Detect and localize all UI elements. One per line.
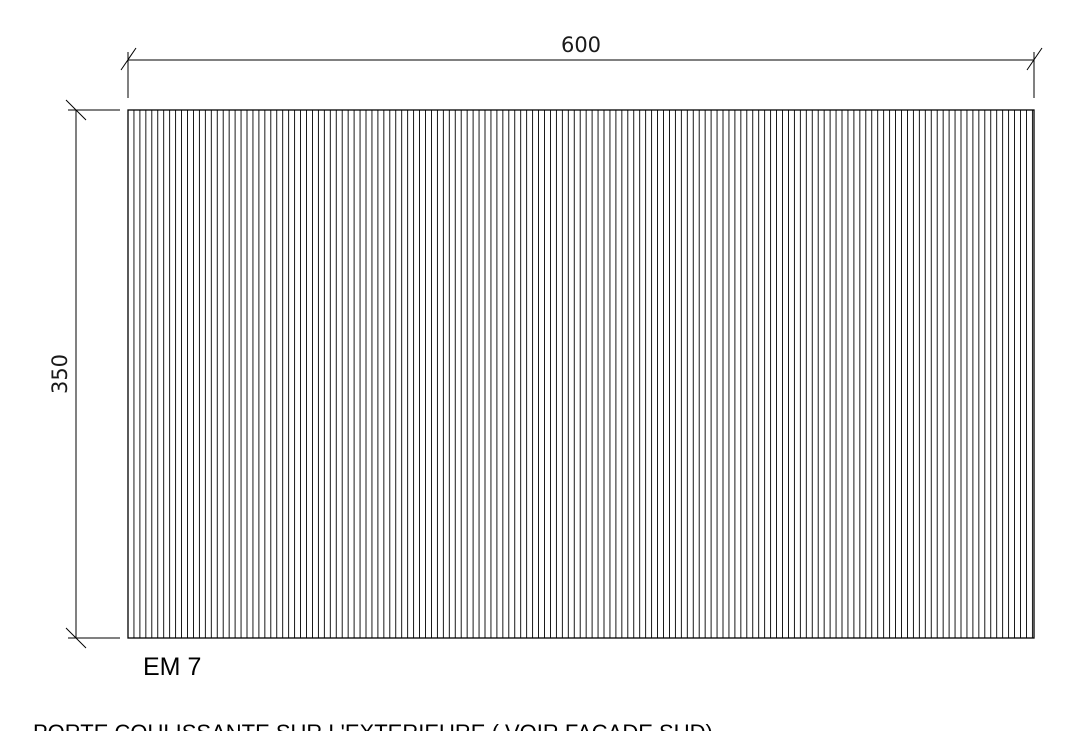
door-panel-slats xyxy=(133,110,1033,638)
height-tick-bottom xyxy=(65,627,87,649)
width-tick-left xyxy=(120,47,137,71)
height-dimension-label: 350 xyxy=(48,354,72,394)
height-tick-top xyxy=(65,99,87,121)
door-panel-outline xyxy=(127,109,1035,639)
door-panel xyxy=(127,109,1035,639)
element-tag-label: EM 7 xyxy=(143,653,201,681)
width-tick-right xyxy=(1026,47,1043,71)
height-dimension xyxy=(65,99,120,649)
caption-label: PORTE COULISSANTE SUR L'EXTERIEURE ( VOI… xyxy=(33,720,713,731)
width-dimension-label: 600 xyxy=(561,33,601,57)
width-dimension xyxy=(120,47,1043,98)
